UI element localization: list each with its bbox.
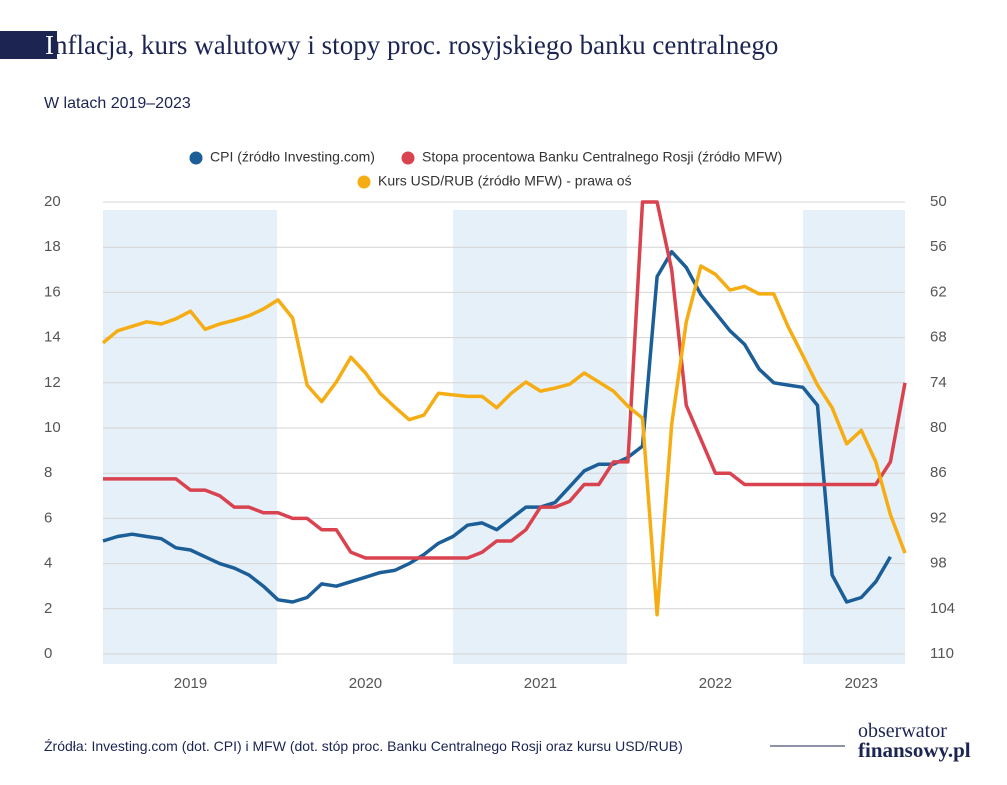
chart-title: Inflacja, kurs walutowy i stopy proc. ro… bbox=[45, 30, 779, 60]
series-line bbox=[103, 200, 907, 560]
legend-label: Kurs USD/RUB (źródło MFW) - prawa oś bbox=[378, 173, 632, 189]
y2-tick-label: 86 bbox=[930, 464, 947, 481]
y2-tick-label: 50 bbox=[930, 193, 947, 210]
logo: obserwator finansowy.pl bbox=[858, 720, 971, 762]
y-tick-label: 18 bbox=[44, 238, 61, 255]
y2-tick-label: 104 bbox=[930, 600, 955, 617]
y-tick-label: 14 bbox=[44, 329, 61, 346]
y-tick-label: 8 bbox=[44, 464, 52, 481]
x-tick-label: 2020 bbox=[349, 675, 382, 692]
y2-tick-label: 68 bbox=[930, 329, 947, 346]
logo-line: finansowy.pl bbox=[858, 738, 971, 762]
source: Źródła: Investing.com (dot. CPI) i MFW (… bbox=[44, 738, 683, 754]
x-tick-label: 2021 bbox=[524, 675, 557, 692]
x-tick-label: 2019 bbox=[174, 675, 207, 692]
y2-tick-label: 98 bbox=[930, 555, 947, 572]
y2-tick-label: 80 bbox=[930, 419, 947, 436]
y2-tick-label: 110 bbox=[930, 645, 954, 662]
legend-marker bbox=[357, 175, 371, 189]
legend-label: CPI (źródło Investing.com) bbox=[210, 149, 375, 165]
y2-tick-label: 92 bbox=[930, 509, 947, 526]
series-line bbox=[101, 264, 907, 617]
y-tick-label: 2 bbox=[44, 600, 52, 617]
legend-marker bbox=[401, 151, 415, 165]
y-tick-label: 0 bbox=[44, 645, 52, 662]
logo-line: obserwator bbox=[858, 720, 947, 742]
y-tick-label: 20 bbox=[44, 193, 61, 210]
legend-marker bbox=[189, 151, 203, 165]
y2-tick-label: 62 bbox=[930, 283, 947, 300]
x-tick-label: 2022 bbox=[699, 675, 732, 692]
y2-tick-label: 56 bbox=[930, 238, 947, 255]
series-line bbox=[102, 249, 892, 604]
y2-tick-label: 74 bbox=[930, 374, 947, 391]
y-tick-label: 6 bbox=[44, 509, 52, 526]
title-box bbox=[0, 31, 57, 59]
y-tick-label: 16 bbox=[44, 283, 61, 300]
y-tick-label: 10 bbox=[44, 419, 61, 436]
y-tick-label: 12 bbox=[44, 374, 61, 391]
y-tick-label: 4 bbox=[44, 555, 52, 572]
x-tick-label: 2023 bbox=[845, 675, 878, 692]
year-band bbox=[453, 210, 627, 664]
year-band bbox=[103, 210, 277, 664]
legend-label: Stopa procentowa Banku Centralnego Rosji… bbox=[422, 149, 782, 165]
subtitle: W latach 2019–2023 bbox=[44, 95, 191, 112]
